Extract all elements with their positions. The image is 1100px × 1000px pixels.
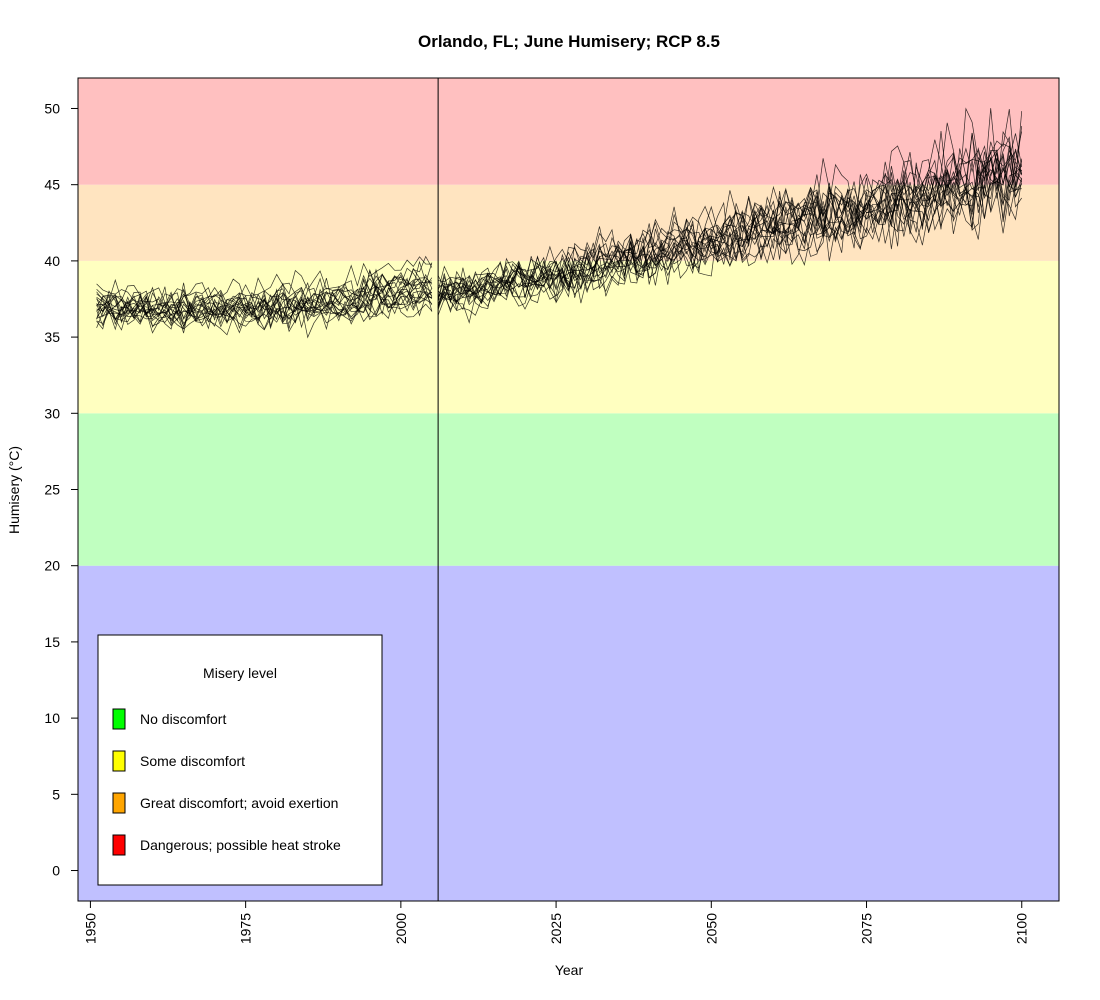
projection-run-15 <box>437 152 1023 311</box>
projection-run-13 <box>437 153 1022 305</box>
historical-run-15 <box>96 275 433 321</box>
historical-run-1 <box>96 255 433 324</box>
historical-run-17 <box>96 260 432 327</box>
x-tick-label: 1950 <box>82 913 98 944</box>
projection-run-14 <box>437 157 1023 302</box>
y-tick-label: 30 <box>44 405 60 421</box>
x-axis-label: Year <box>555 962 584 978</box>
historical-run-13 <box>96 282 433 331</box>
chart-title: Orlando, FL; June Humisery; RCP 8.5 <box>418 32 720 51</box>
historical-run-14 <box>96 285 433 327</box>
legend-swatch <box>112 708 126 730</box>
legend-swatch <box>112 834 126 856</box>
band-4 <box>78 78 1059 185</box>
band-3 <box>78 184 1059 261</box>
y-tick-label: 20 <box>44 558 60 574</box>
y-tick-label: 0 <box>52 863 60 879</box>
legend-label: Great discomfort; avoid exertion <box>140 795 338 811</box>
legend-label: Some discomfort <box>140 753 245 769</box>
legend-label: Dangerous; possible heat stroke <box>140 837 341 853</box>
x-tick-label: 2025 <box>548 913 564 944</box>
projection-run-18 <box>437 165 1022 302</box>
y-tick-label: 50 <box>44 100 60 116</box>
projection-run-16 <box>437 131 1023 324</box>
x-tick-label: 1975 <box>238 913 254 944</box>
historical-run-16 <box>96 267 433 314</box>
y-tick-label: 10 <box>44 710 60 726</box>
legend-entries: No discomfort Some discomfort Great discom… <box>112 708 341 856</box>
legend-swatch <box>112 792 126 814</box>
y-axis: 0 5 10 15 20 25 30 35 40 45 50 <box>44 100 79 879</box>
historical-run-18 <box>96 269 433 330</box>
y-tick-label: 25 <box>44 482 60 498</box>
x-tick-label: 2100 <box>1014 913 1030 944</box>
x-tick-label: 2050 <box>703 913 719 944</box>
y-tick-label: 15 <box>44 634 60 650</box>
y-tick-label: 40 <box>44 253 60 269</box>
historical-run-19 <box>96 287 433 336</box>
legend-label: No discomfort <box>140 711 226 727</box>
historical-run-4 <box>96 273 433 329</box>
ensemble-lines <box>96 107 1023 339</box>
legend: Misery level No discomfort Some discomfor… <box>97 634 383 886</box>
projection-run-12 <box>437 148 1023 303</box>
legend-title: Misery level <box>203 665 277 681</box>
y-axis-label: Humisery (°C) <box>6 446 22 534</box>
legend-box <box>97 634 383 886</box>
legend-swatch <box>112 750 126 772</box>
band-1 <box>78 413 1059 566</box>
band-2 <box>78 260 1059 414</box>
y-tick-label: 5 <box>52 786 60 802</box>
y-tick-label: 45 <box>44 177 60 193</box>
x-tick-label: 2075 <box>859 913 875 944</box>
historical-run-6 <box>96 293 433 339</box>
x-axis: 1950 1975 2000 2025 2050 2075 2100 <box>82 900 1030 944</box>
x-tick-label: 2000 <box>393 913 409 944</box>
plot-area <box>77 77 1060 902</box>
y-tick-label: 35 <box>44 329 60 345</box>
projection-run-19 <box>437 155 1022 308</box>
